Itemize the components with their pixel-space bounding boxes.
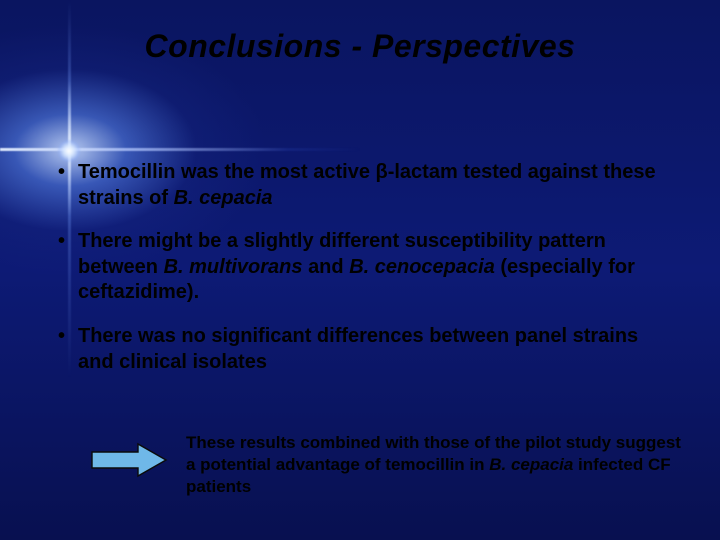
bullet-item: • There was no significant differences b… <box>58 324 678 375</box>
summary-italic: B. cepacia <box>489 455 573 474</box>
arrow-shape <box>92 444 166 476</box>
bullet-text-italic: B. cenocepacia <box>349 256 495 278</box>
summary-text: These results combined with those of the… <box>186 432 690 497</box>
bullet-marker: • <box>58 229 78 255</box>
arrow-icon <box>90 432 168 483</box>
bullet-text: Temocillin was the most active β-lactam … <box>78 161 656 209</box>
bullet-item: • Temocillin was the most active β-lacta… <box>58 160 678 211</box>
bullet-text: There was no significant differences bet… <box>78 325 638 373</box>
bullet-marker: • <box>58 160 78 186</box>
bullet-text-italic: B. cepacia <box>174 187 273 209</box>
summary-row: These results combined with those of the… <box>90 432 690 497</box>
lens-flare-horizontal <box>0 148 360 151</box>
bullet-item: • There might be a slightly different su… <box>58 229 678 306</box>
bullet-text-italic: B. multivorans <box>164 256 308 278</box>
bullet-text: and <box>308 256 349 278</box>
bullet-marker: • <box>58 324 78 350</box>
lens-flare-core <box>58 140 80 162</box>
bullet-list: • Temocillin was the most active β-lacta… <box>58 160 678 393</box>
slide-title: Conclusions - Perspectives <box>0 28 720 65</box>
